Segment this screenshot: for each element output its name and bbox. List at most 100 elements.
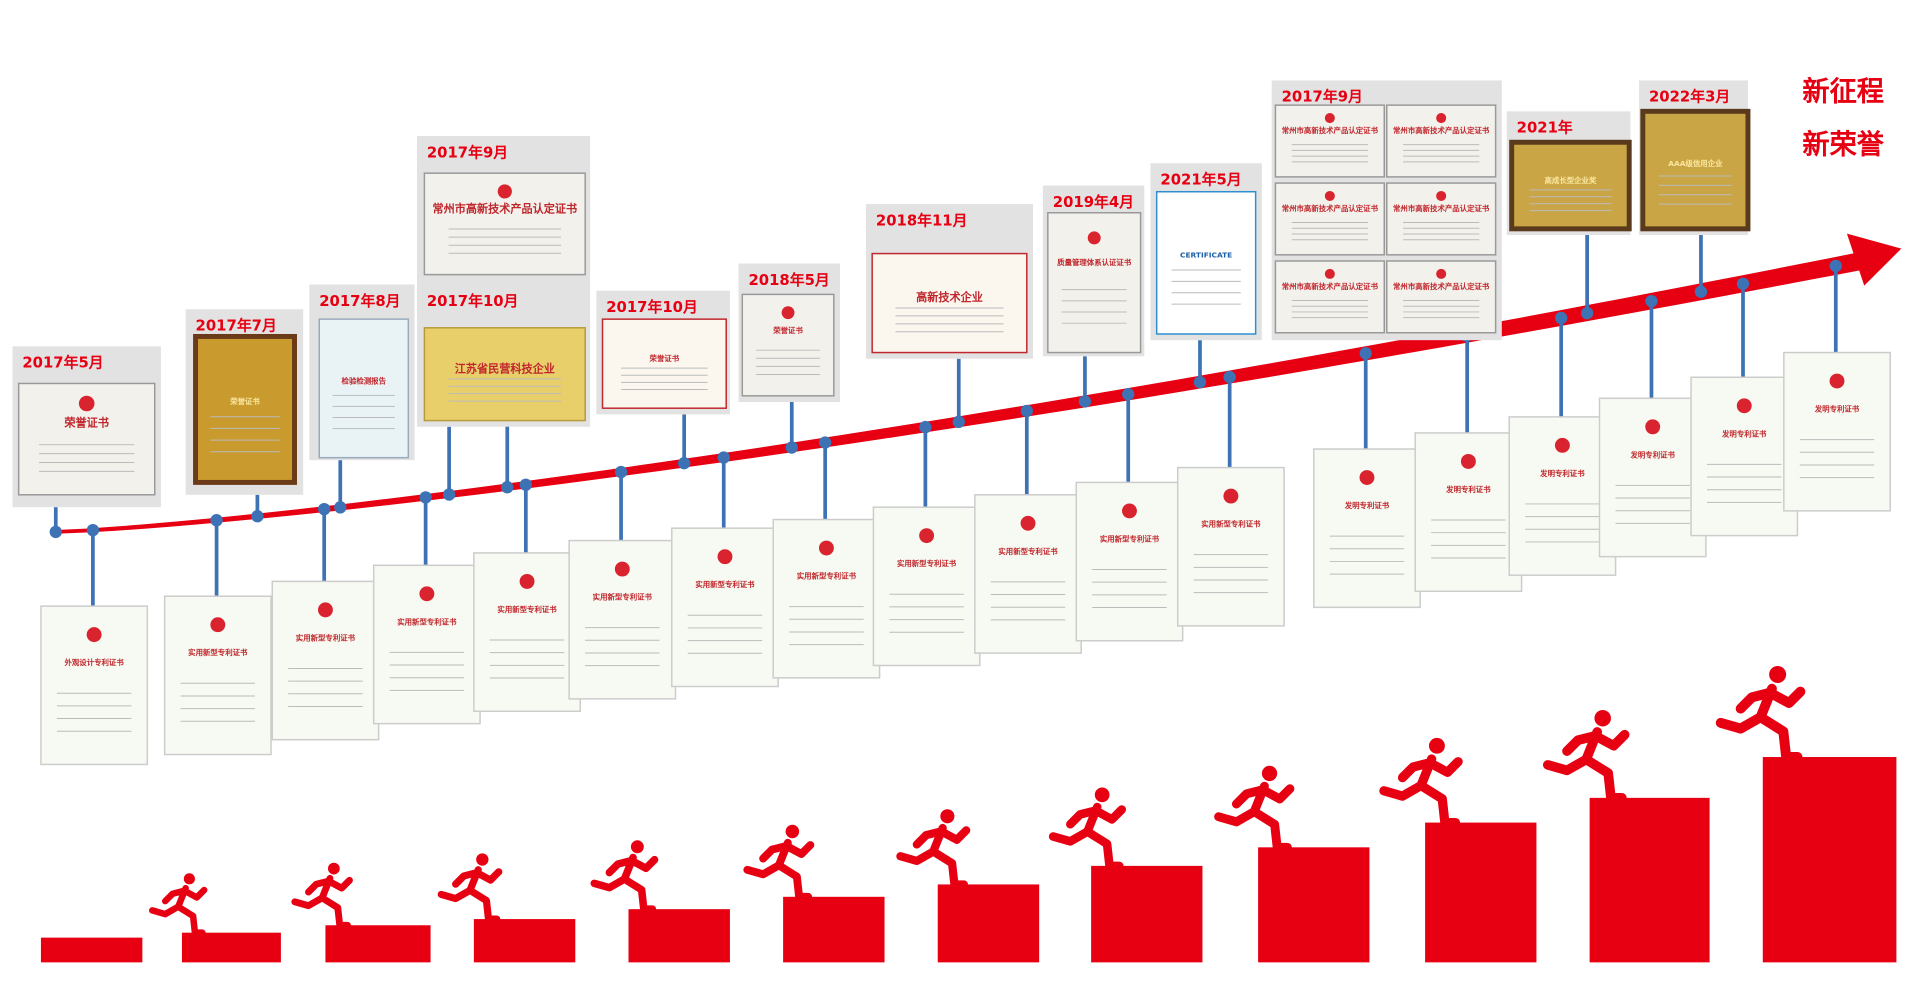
milestone-date: 2021年 [1517,119,1573,137]
certificate-title: 江苏省民营科技企业 [455,362,555,376]
connector-dot [677,457,691,470]
milestone-date: 2018年11月 [876,211,968,229]
milestone-date: 2021年5月 [1160,171,1241,189]
arrow-head [1846,233,1902,286]
connector-dot [1554,311,1568,325]
milestone-date: 2017年7月 [196,317,277,335]
certificate-title: 发明专利证书 [1814,404,1860,414]
milestone-date: 2017年8月 [319,292,400,310]
runner-leg [318,894,351,929]
runner-leg [1379,780,1426,801]
certificate-title: 外观设计专利证书 [63,657,124,667]
certificate [271,580,380,741]
stair-step [1425,822,1537,963]
connector-dot [519,478,533,491]
certificate [318,318,410,459]
runner-arm [1562,731,1600,756]
certificate-title: 荣誉证书 [63,416,109,430]
certificate-emblem [78,395,95,412]
certificate-title: CERTIFICATE [1180,251,1232,260]
certificate [601,318,727,409]
certificate-title: 实用新型专利证书 [1100,533,1160,543]
certificate-title: 发明专利证书 [1629,449,1675,459]
stair-step [1091,865,1203,963]
runner-figure [896,809,971,889]
runner-arm [181,886,208,901]
certificate-title: 高成长型企业奖 [1545,175,1597,185]
runner-head [1594,709,1611,727]
connector-dot [1359,347,1372,360]
milestone-date: 2022年3月 [1649,88,1730,106]
runner-leg [1083,827,1124,871]
runner-head [1261,765,1278,782]
certificate-emblem [86,627,102,643]
certificate-emblem [614,561,630,577]
runner-leg [466,886,501,923]
runner-arm [1735,688,1775,714]
runner-arm [1258,784,1295,804]
stair-step [181,932,281,963]
stair-step [628,909,730,963]
connector-dot [1122,388,1135,401]
runner-leg [174,903,206,936]
runner-leg [1542,754,1592,776]
connector-dot [1580,306,1594,320]
certificate-emblem [1359,470,1375,485]
runner-head [630,840,644,854]
runner-figure [1715,665,1806,763]
certificate-emblem [1324,190,1335,202]
runner-leg [590,875,629,892]
stair-step [1258,847,1370,963]
runner-head [940,809,955,824]
runner-figure [437,853,503,923]
certificate-title: 实用新型专利证书 [397,616,457,626]
certificate-title: 发明专利证书 [1539,468,1585,478]
runner-leg [1715,712,1766,734]
milestone-date: 2019年4月 [1053,193,1134,211]
certificate-title: 荣誉证书 [230,396,260,406]
stair-step [937,884,1040,963]
certificate-title: 实用新型专利证书 [695,579,755,589]
certificate-emblem [317,602,333,618]
runner-leg [774,861,813,901]
certificate [1155,190,1257,335]
runner-figure [1542,709,1630,803]
certificate-title: 常州市高新技术产品认定证书 [1282,203,1379,213]
runner-arm [1425,757,1463,777]
certificate-title: 常州市高新技术产品认定证书 [1393,281,1490,291]
certificate-title: 实用新型专利证书 [497,604,557,614]
runner-leg [1214,807,1259,827]
connector-dot [49,525,62,539]
runner-leg [437,886,474,903]
runner-leg [1416,780,1461,828]
runner-arm [305,877,332,896]
connector-dot [614,465,628,479]
certificate [193,333,297,485]
runner-arm [912,827,945,849]
runner-arm [1397,758,1434,783]
stair-step [40,937,143,963]
connector-dot [419,491,432,504]
certificate-emblem [781,306,795,320]
connector-dot [334,501,347,514]
runner-head [1769,665,1787,684]
connector-dot [1645,294,1658,308]
certificate-title: 实用新型专利证书 [188,647,248,657]
certificate-emblem [1460,453,1476,469]
runner-arm [1066,806,1100,829]
milestone-date: 2017年9月 [427,143,508,161]
certificate-emblem [1436,268,1447,279]
certificate [1274,104,1386,178]
runner-arm [1231,785,1267,809]
certificate-title: 实用新型专利证书 [797,571,857,581]
runner-arm [1091,805,1127,824]
runner-leg [929,847,968,889]
certificate-title: 发明专利证书 [1445,484,1491,494]
connector-dot [1020,404,1033,418]
slogan: 新荣誉 [1802,128,1884,160]
certificate-emblem [1736,398,1752,414]
runner-head [476,853,489,866]
runner-arm [937,826,971,844]
certificate-emblem [1087,231,1101,245]
